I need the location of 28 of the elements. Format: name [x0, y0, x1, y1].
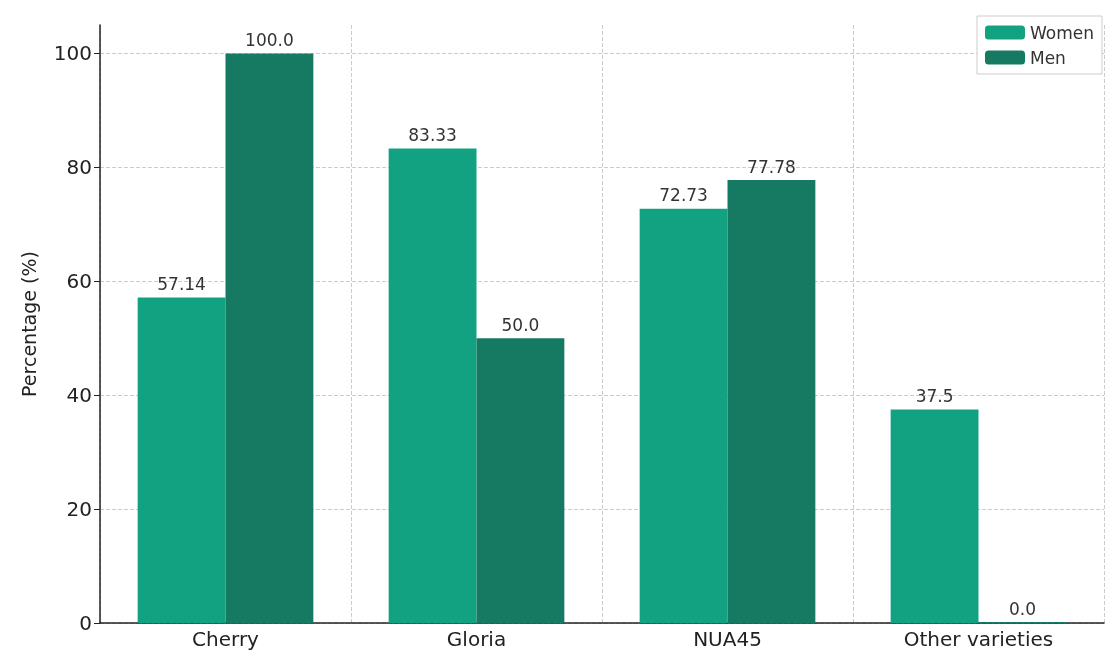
data-label: 37.5 — [915, 385, 954, 406]
x-tick-label: NUA45 — [693, 627, 762, 651]
bar — [225, 53, 314, 623]
data-label: 50.0 — [501, 314, 540, 335]
data-label: 100.0 — [245, 29, 294, 50]
bar — [476, 338, 565, 623]
data-label: 72.73 — [659, 185, 708, 206]
y-tick-label: 100 — [53, 41, 92, 66]
bar — [388, 148, 477, 623]
x-tick-label: Gloria — [446, 627, 507, 651]
y-tick-label: 40 — [66, 383, 92, 408]
y-tick-label: 60 — [66, 269, 92, 294]
y-tick-label: 0 — [79, 611, 92, 635]
data-label: 57.14 — [157, 274, 206, 295]
y-axis-title: Percentage (%) — [17, 251, 40, 397]
data-label: 0.0 — [1008, 598, 1036, 619]
legend-label: Women — [1029, 22, 1095, 43]
bar — [727, 180, 816, 623]
data-label: 77.78 — [747, 156, 796, 177]
bar — [639, 208, 728, 623]
bar — [137, 297, 226, 623]
legend-label: Men — [1029, 47, 1066, 68]
y-tick-label: 20 — [66, 497, 92, 522]
x-tick-label: Other varieties — [903, 627, 1054, 651]
data-label: 83.33 — [408, 124, 457, 145]
y-tick-label: 80 — [66, 155, 92, 180]
bar — [890, 409, 979, 623]
x-tick-label: Cherry — [192, 627, 260, 651]
